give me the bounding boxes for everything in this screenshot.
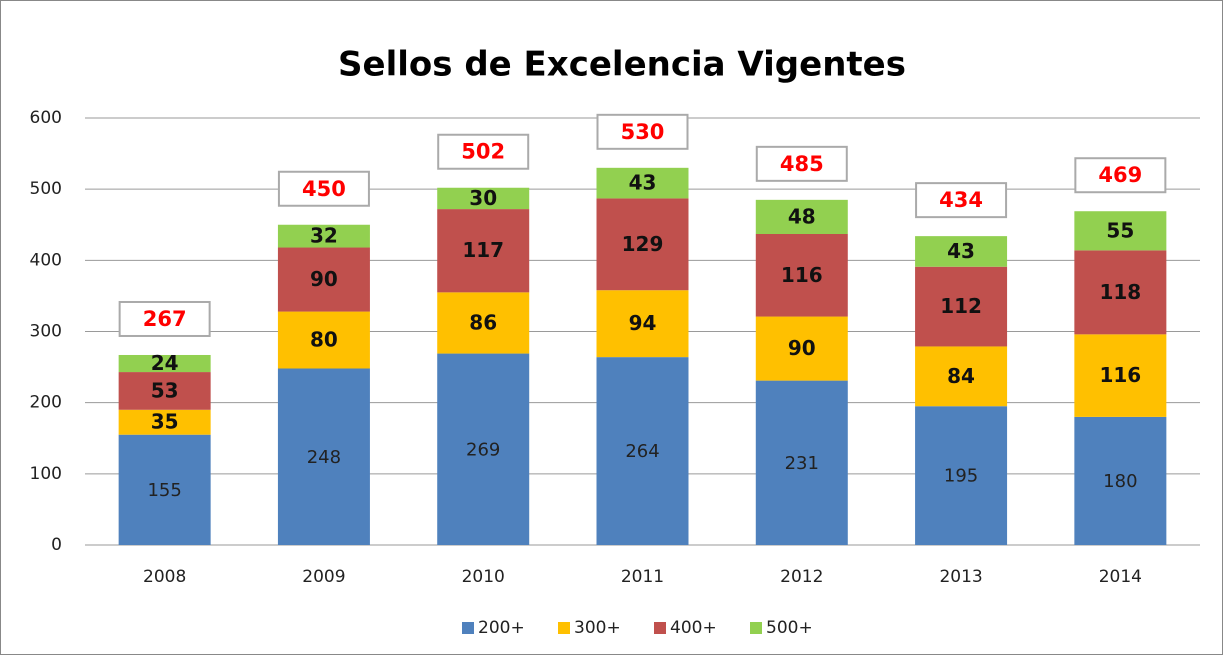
data-label: 129 (622, 232, 664, 256)
data-label: 24 (151, 351, 179, 375)
bar-segment (437, 209, 530, 293)
data-label: 86 (469, 310, 497, 334)
bar-segment (915, 236, 1008, 267)
x-tick-label: 2010 (462, 567, 505, 587)
data-label: 94 (629, 311, 657, 335)
bar-segment (755, 199, 848, 235)
bar-segment (915, 406, 1008, 545)
x-tick-label: 2014 (1099, 567, 1142, 587)
total-label: 530 (621, 120, 665, 144)
bar-segment (1074, 211, 1167, 251)
data-label: 117 (462, 238, 504, 262)
bar-segment (1074, 334, 1167, 417)
data-label: 80 (310, 328, 338, 352)
bar-segment (596, 357, 689, 545)
y-tick-label: 500 (30, 179, 62, 199)
y-tick-label: 100 (30, 464, 62, 484)
total-box (1074, 157, 1167, 194)
legend-swatch (750, 622, 762, 634)
bar-segment (596, 198, 689, 291)
x-tick-label: 2009 (302, 567, 345, 587)
data-label: 116 (781, 263, 823, 287)
total-label: 485 (780, 152, 824, 176)
bar-segment (277, 224, 370, 248)
data-label: 248 (307, 447, 341, 468)
data-label: 32 (310, 224, 338, 248)
y-tick-label: 600 (30, 108, 62, 128)
data-label: 55 (1106, 218, 1134, 242)
legend-swatch (462, 622, 474, 634)
data-label: 264 (625, 441, 659, 462)
bar-segment (755, 380, 848, 545)
bar-segment (118, 434, 211, 545)
total-box (596, 113, 689, 150)
chart-title: Sellos de Excelencia Vigentes (338, 45, 906, 85)
data-label: 84 (947, 364, 975, 388)
total-box (915, 182, 1008, 219)
data-label: 35 (151, 410, 179, 434)
data-label: 30 (469, 186, 497, 210)
data-label: 112 (940, 294, 982, 318)
bar-segment (437, 353, 530, 545)
bar-segment (118, 354, 211, 373)
total-label: 267 (143, 307, 187, 331)
bar-segment (118, 409, 211, 435)
data-label: 43 (629, 171, 657, 195)
total-label: 434 (939, 188, 983, 212)
bar-segment (755, 234, 848, 317)
legend-label: 500+ (766, 618, 813, 638)
bar-segment (277, 311, 370, 369)
legend-label: 200+ (478, 618, 525, 638)
bar-segment (437, 292, 530, 354)
x-tick-label: 2011 (621, 567, 664, 587)
data-label: 118 (1099, 280, 1141, 304)
data-label: 90 (310, 267, 338, 291)
total-label: 450 (302, 177, 346, 201)
y-tick-label: 200 (30, 393, 62, 413)
bar-segment (1074, 250, 1167, 335)
data-label: 53 (151, 378, 179, 402)
bar-segment (915, 266, 1008, 347)
total-box (755, 145, 848, 182)
total-box (437, 133, 530, 170)
bar-segment (1074, 416, 1167, 545)
bar-segment (437, 187, 530, 210)
data-label: 195 (944, 466, 978, 487)
x-tick-label: 2012 (780, 567, 823, 587)
bar-segment (118, 372, 211, 410)
bar-segment (596, 167, 689, 199)
bar-segment (915, 346, 1008, 407)
bar-segment (755, 316, 848, 381)
y-tick-label: 0 (51, 535, 62, 555)
data-label: 90 (788, 336, 816, 360)
bar-segment (277, 247, 370, 312)
total-label: 469 (1098, 163, 1142, 187)
data-label: 269 (466, 439, 500, 460)
legend-swatch (558, 622, 570, 634)
legend-label: 400+ (670, 618, 717, 638)
y-tick-label: 400 (30, 250, 62, 270)
y-tick-label: 300 (30, 322, 62, 342)
total-box (118, 300, 211, 337)
x-tick-label: 2013 (939, 567, 982, 587)
legend-label: 300+ (574, 618, 621, 638)
data-label: 155 (147, 480, 181, 501)
data-label: 231 (785, 453, 819, 474)
x-tick-label: 2008 (143, 567, 186, 587)
data-label: 48 (788, 204, 816, 228)
data-label: 116 (1099, 363, 1141, 387)
legend-swatch (654, 622, 666, 634)
total-label: 502 (461, 140, 505, 164)
data-label: 180 (1103, 471, 1137, 492)
data-label: 43 (947, 239, 975, 263)
bar-segment (277, 368, 370, 545)
bar-segment (596, 290, 689, 358)
total-box (277, 170, 370, 207)
